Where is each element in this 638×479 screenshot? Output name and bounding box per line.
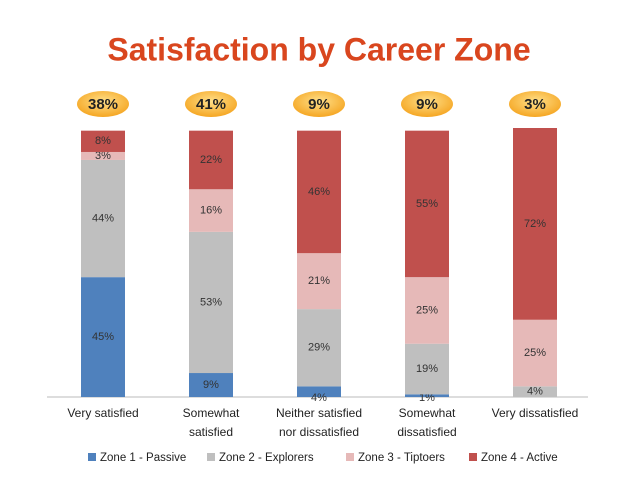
bar-segment <box>189 189 233 232</box>
value-label: 25% <box>416 304 438 316</box>
bar-segment <box>405 130 449 278</box>
badge-label: 9% <box>308 96 330 113</box>
legend-label: Zone 2 - Explorers <box>219 452 314 464</box>
bar-segment <box>81 151 125 160</box>
badge-label: 38% <box>88 96 118 113</box>
bar-segment <box>81 277 125 397</box>
badge-label: 9% <box>416 96 438 113</box>
legend-label: Zone 3 - Tiptoers <box>358 452 445 464</box>
bar-segment <box>513 319 557 387</box>
badge <box>293 91 345 117</box>
bar-segment <box>297 130 341 254</box>
value-label: 9% <box>203 379 219 391</box>
value-label: 16% <box>200 204 222 216</box>
x-tick-label: Very satisfied <box>67 406 139 420</box>
value-label: 46% <box>308 186 330 198</box>
value-label: 4% <box>311 392 327 404</box>
bar-segment <box>297 253 341 310</box>
legend-label: Zone 1 - Passive <box>100 452 186 464</box>
badge <box>509 91 561 117</box>
value-label: 3% <box>95 150 111 162</box>
bar-segment <box>81 130 125 152</box>
value-label: 1% <box>419 392 435 404</box>
bar-segment <box>513 386 557 397</box>
value-label: 22% <box>200 154 222 166</box>
badge <box>401 91 453 117</box>
bar-segment <box>81 159 125 278</box>
value-label: 45% <box>92 331 114 343</box>
bar-segment <box>189 373 233 397</box>
value-label: 25% <box>524 347 546 359</box>
badge-label: 3% <box>524 96 546 113</box>
value-label: 55% <box>416 198 438 210</box>
value-label: 4% <box>527 386 543 398</box>
value-label: 29% <box>308 342 330 354</box>
bar-segment <box>297 309 341 387</box>
x-tick-label: Somewhat dissatisfied <box>397 406 457 439</box>
bar-segment <box>189 231 233 374</box>
legend-label: Zone 4 - Active <box>481 452 558 464</box>
value-label: 21% <box>308 275 330 287</box>
badge <box>185 91 237 117</box>
bar-segment <box>297 386 341 397</box>
value-label: 72% <box>524 218 546 230</box>
value-label: 8% <box>95 135 111 147</box>
badge-label: 41% <box>196 96 226 113</box>
value-label: 53% <box>200 296 222 308</box>
legend-swatch <box>469 453 477 461</box>
bar-segment <box>405 394 449 397</box>
chart-title: Satisfaction by Career Zone <box>107 31 530 67</box>
x-tick-label: Somewhat satisfied <box>182 406 240 439</box>
bar-segment <box>405 277 449 344</box>
value-label: 44% <box>92 212 114 224</box>
x-tick-label: Very dissatisfied <box>491 406 579 420</box>
value-label: 19% <box>416 363 438 375</box>
legend-swatch <box>346 453 354 461</box>
bar-segment <box>189 130 233 190</box>
bar-segment <box>405 343 449 395</box>
x-tick-label: Neither satisfied nor dissatisfied <box>275 406 363 439</box>
badge <box>77 91 129 117</box>
legend-swatch <box>207 453 215 461</box>
bar-segment <box>513 128 557 320</box>
legend-swatch <box>88 453 96 461</box>
